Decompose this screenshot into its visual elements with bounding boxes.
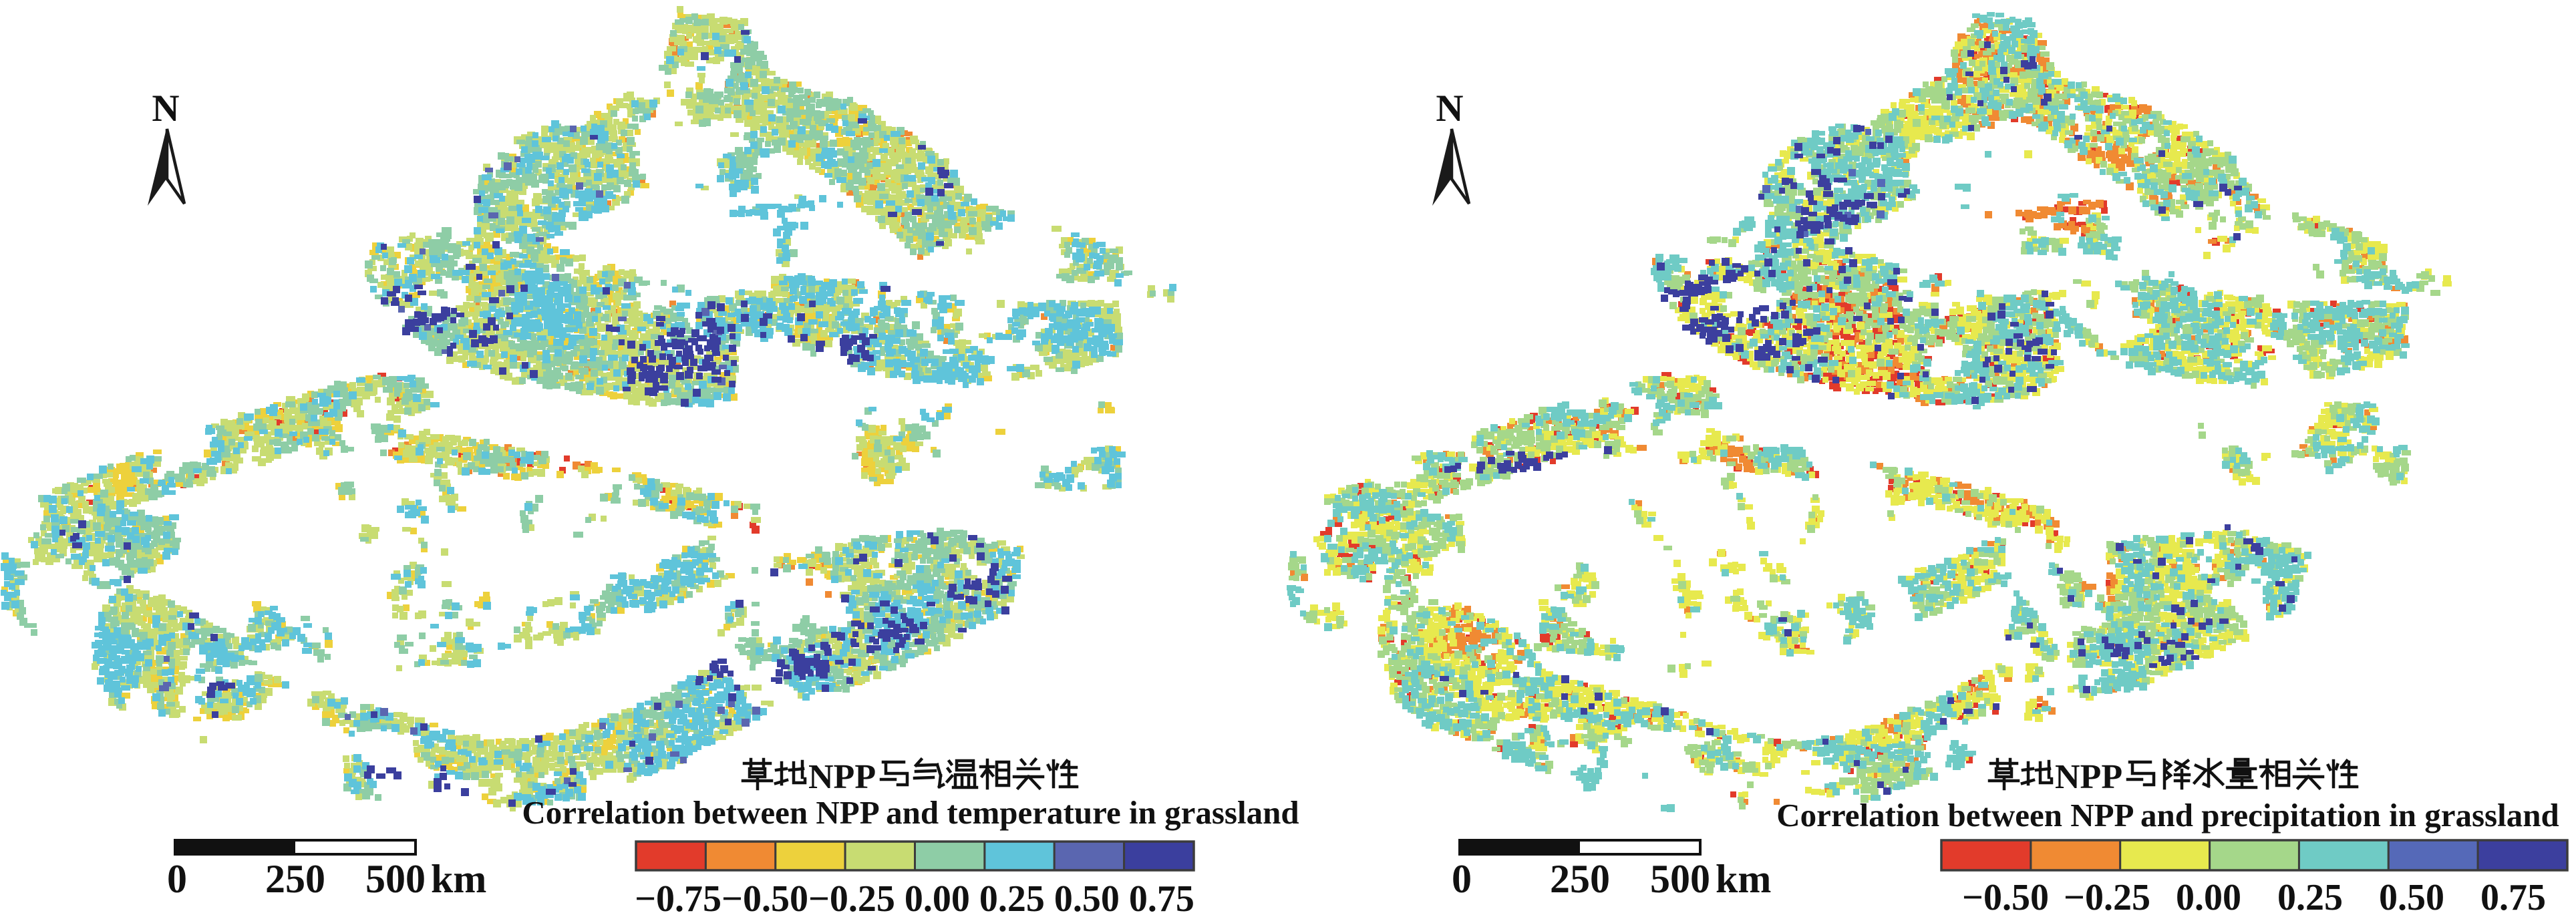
svg-text:Correlation between NPP and te: Correlation between NPP and temperature …: [522, 794, 1299, 831]
svg-text:km: km: [431, 857, 486, 901]
svg-text:250: 250: [1550, 857, 1610, 901]
svg-text:500: 500: [365, 857, 426, 901]
svg-text:0.00: 0.00: [2176, 877, 2241, 913]
svg-text:Correlation between NPP and pr: Correlation between NPP and precipitatio…: [1776, 797, 2559, 834]
svg-text:0: 0: [1452, 857, 1472, 901]
svg-text:N: N: [1436, 87, 1463, 130]
svg-text:0.50: 0.50: [2379, 877, 2444, 913]
svg-text:0: 0: [167, 857, 187, 901]
svg-text:NPP: NPP: [808, 758, 876, 796]
svg-text:km: km: [1716, 857, 1771, 901]
svg-text:−0.50: −0.50: [1962, 877, 2049, 913]
svg-text:−0.25: −0.25: [2064, 877, 2150, 913]
svg-text:NPP: NPP: [2055, 758, 2122, 796]
svg-text:250: 250: [265, 857, 325, 901]
svg-text:0.25: 0.25: [2277, 877, 2343, 913]
svg-text:500: 500: [1650, 857, 1710, 901]
svg-text:N: N: [152, 87, 179, 130]
svg-text:−0.75−0.50−0.25 0.00 0.25 0.50: −0.75−0.50−0.25 0.00 0.25 0.50 0.75: [635, 878, 1194, 913]
svg-text:0.75: 0.75: [2480, 877, 2546, 913]
